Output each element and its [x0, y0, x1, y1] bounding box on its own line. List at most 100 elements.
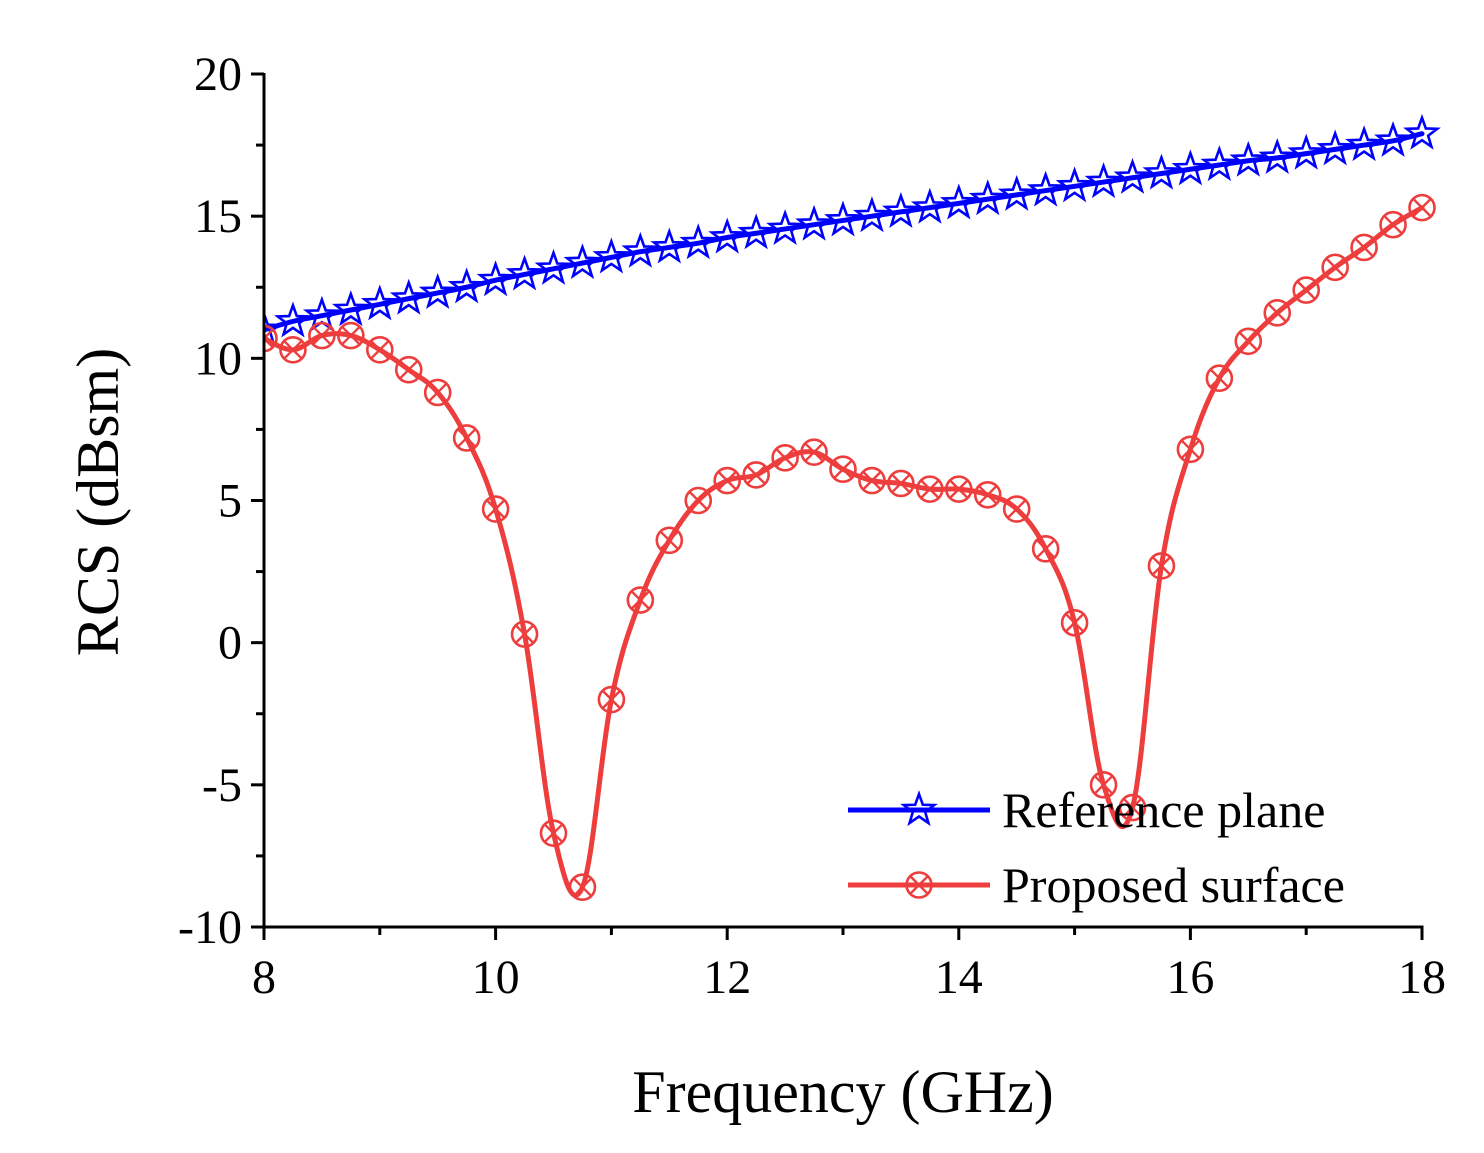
data-point-proposed-surface-37: [1321, 253, 1349, 282]
data-point-proposed-surface-21-cross-b: [862, 470, 882, 491]
data-point-proposed-surface-25-ring: [973, 481, 1002, 509]
data-point-proposed-surface-38-cross-b: [1354, 237, 1374, 258]
data-point-reference-plane-7: [447, 267, 486, 304]
data-point-proposed-surface-5: [394, 355, 423, 384]
data-point-proposed-surface-24-cross-b: [948, 479, 969, 499]
data-point-proposed-surface-19-cross-b: [804, 442, 824, 463]
data-point-reference-plane-25: [968, 179, 1007, 216]
data-point-reference-plane-19: [795, 204, 833, 241]
legend-marker-reference-plane: [900, 790, 938, 827]
data-point-reference-plane-3: [331, 290, 370, 327]
legend-entry-proposed-surface: Proposed surface: [848, 857, 1345, 913]
plot-area: [264, 113, 1441, 901]
data-point-proposed-surface-2-ring: [308, 321, 336, 350]
data-point-proposed-surface-0-ring: [264, 324, 278, 353]
data-point-proposed-surface-0: [264, 324, 278, 353]
data-point-reference-plane-31: [1142, 153, 1181, 190]
data-point-proposed-surface-32: [1176, 435, 1205, 464]
data-point-reference-plane-28: [1055, 166, 1094, 203]
data-point-reference-plane-10: [534, 248, 573, 285]
data-point-proposed-surface-3-cross-b: [341, 325, 361, 346]
data-point-reference-plane-33: [1200, 145, 1239, 182]
legend: Reference plane Proposed surface: [848, 782, 1345, 913]
data-point-reference-plane-27: [1026, 170, 1065, 207]
data-point-proposed-surface-29-cross-b: [1093, 774, 1114, 795]
data-point-reference-plane-22: [881, 192, 920, 228]
data-point-proposed-surface-18-cross-b: [775, 448, 795, 468]
y-tick-label-0: 0: [218, 617, 242, 670]
data-point-reference-plane-13: [621, 231, 660, 268]
y-tick-label--10: -10: [178, 901, 242, 954]
data-point-proposed-surface-22: [887, 469, 915, 498]
data-point-proposed-surface-0-cross-a: [264, 336, 274, 349]
data-point-proposed-surface-7-cross-b: [456, 428, 477, 448]
data-point-proposed-surface-17-ring: [742, 461, 770, 489]
series-group: [264, 113, 1441, 901]
data-point-proposed-surface-34-ring: [1234, 327, 1263, 356]
axes: 8 10 12 14 16 18 -10 -5 0 5 10 15 20: [178, 48, 1446, 1004]
data-point-proposed-surface-34-cross-b: [1238, 331, 1259, 352]
x-tick-label-12: 12: [703, 951, 751, 1004]
data-point-proposed-surface-1: [279, 336, 307, 364]
data-point-reference-plane-14: [650, 227, 689, 264]
data-point-proposed-surface-30-cross-b: [1122, 797, 1143, 818]
data-point-proposed-surface-13: [626, 586, 655, 614]
data-point-proposed-surface-10-cross-b: [543, 823, 564, 844]
data-point-reference-plane-24: [939, 183, 978, 220]
data-point-reference-plane-39: [1374, 120, 1412, 157]
data-point-proposed-surface-35-ring: [1263, 299, 1292, 327]
data-point-proposed-surface-14: [655, 526, 684, 555]
data-point-proposed-surface-32-cross-b: [1180, 439, 1201, 460]
data-point-reference-plane-8: [476, 260, 515, 297]
data-point-proposed-surface-27-ring: [1031, 535, 1060, 563]
data-point-proposed-surface-4-cross-b: [369, 339, 390, 360]
data-point-proposed-surface-38: [1350, 233, 1378, 262]
data-point-proposed-surface-30-ring: [1118, 793, 1147, 822]
y-axis-label: RCS (dBsm): [65, 348, 131, 656]
data-point-proposed-surface-9-cross-b: [514, 624, 535, 644]
data-point-proposed-surface-28-cross-b: [1064, 612, 1085, 633]
y-tick-label-10: 10: [194, 332, 242, 385]
data-point-proposed-surface-33-ring: [1205, 364, 1234, 393]
data-point-proposed-surface-2: [308, 321, 336, 350]
data-point-proposed-surface-14-cross-b: [659, 530, 680, 551]
data-point-proposed-surface-20-cross-b: [833, 459, 853, 480]
data-point-proposed-surface-26-cross-b: [1006, 499, 1027, 519]
data-point-proposed-surface-23: [916, 475, 944, 503]
legend-marker-proposed-surface-ring: [905, 871, 933, 899]
data-point-reference-plane-1: [274, 301, 312, 338]
x-tick-label-8: 8: [252, 951, 276, 1004]
data-point-proposed-surface-21-ring: [858, 466, 886, 495]
data-point-reference-plane-34: [1229, 140, 1268, 177]
data-point-reference-plane-6: [418, 273, 457, 310]
data-point-reference-plane-37: [1316, 129, 1355, 166]
data-point-proposed-surface-30: [1118, 793, 1147, 822]
legend-label-proposed-surface: Proposed surface: [1002, 857, 1345, 913]
data-point-proposed-surface-40-cross-b: [1412, 197, 1432, 218]
data-point-proposed-surface-5-ring: [394, 355, 423, 384]
data-point-proposed-surface-40: [1408, 193, 1436, 222]
data-point-reference-plane-35: [1258, 138, 1297, 174]
data-point-proposed-surface-1-ring: [279, 336, 307, 364]
data-point-proposed-surface-37-ring: [1321, 253, 1349, 282]
data-point-proposed-surface-9: [510, 620, 539, 648]
data-point-proposed-surface-29-ring: [1089, 771, 1118, 799]
x-axis-label: Frequency (GHz): [632, 1059, 1054, 1125]
data-point-proposed-surface-24: [944, 475, 973, 503]
data-point-proposed-surface-15: [684, 486, 713, 515]
data-point-reference-plane-36: [1287, 133, 1326, 170]
data-point-proposed-surface-25-cross-b: [977, 484, 998, 505]
legend-marker-proposed-surface-cross-b: [909, 875, 929, 895]
y-tick-label-5: 5: [218, 475, 242, 528]
data-point-reference-plane-23: [910, 187, 949, 224]
y-tick-label-15: 15: [194, 190, 242, 243]
data-point-reference-plane-38: [1345, 125, 1384, 162]
data-point-proposed-surface-33-cross-b: [1209, 368, 1230, 389]
data-point-proposed-surface-16-ring: [713, 466, 742, 495]
data-point-proposed-surface-22-ring: [887, 469, 915, 498]
data-point-reference-plane-16: [708, 217, 747, 254]
data-point-proposed-surface-24-ring: [944, 475, 973, 503]
data-point-proposed-surface-2-cross-b: [312, 325, 332, 346]
data-point-proposed-surface-23-ring: [916, 475, 944, 503]
data-point-proposed-surface-36-cross-b: [1296, 280, 1317, 300]
